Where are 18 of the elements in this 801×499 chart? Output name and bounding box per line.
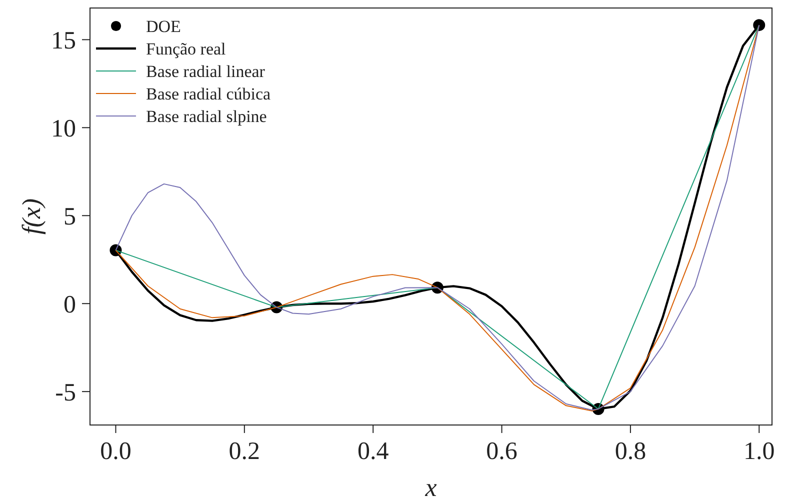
x-tick-label: 0.6 xyxy=(486,438,518,465)
x-tick-label: 1.0 xyxy=(744,438,775,465)
legend-label: Base radial slpine xyxy=(146,106,267,126)
y-tick-label: 10 xyxy=(51,115,76,142)
y-tick-label: 15 xyxy=(51,27,76,54)
legend-label: Função real xyxy=(146,39,226,58)
y-axis-title: f(x) xyxy=(17,198,46,235)
legend-label: Base radial linear xyxy=(146,62,266,81)
x-tick-label: 0.2 xyxy=(228,438,260,465)
legend-label: Base radial cúbica xyxy=(146,84,272,104)
y-tick-label: 0 xyxy=(64,291,76,318)
y-tick-label: -5 xyxy=(55,379,76,406)
legend-label: DOE xyxy=(146,16,181,36)
x-axis-title: x xyxy=(424,473,438,499)
x-tick-label: 0.4 xyxy=(357,438,390,465)
y-tick-label: 5 xyxy=(64,203,76,230)
x-tick-label: 0.0 xyxy=(100,438,132,465)
x-tick-label: 0.8 xyxy=(614,438,646,465)
